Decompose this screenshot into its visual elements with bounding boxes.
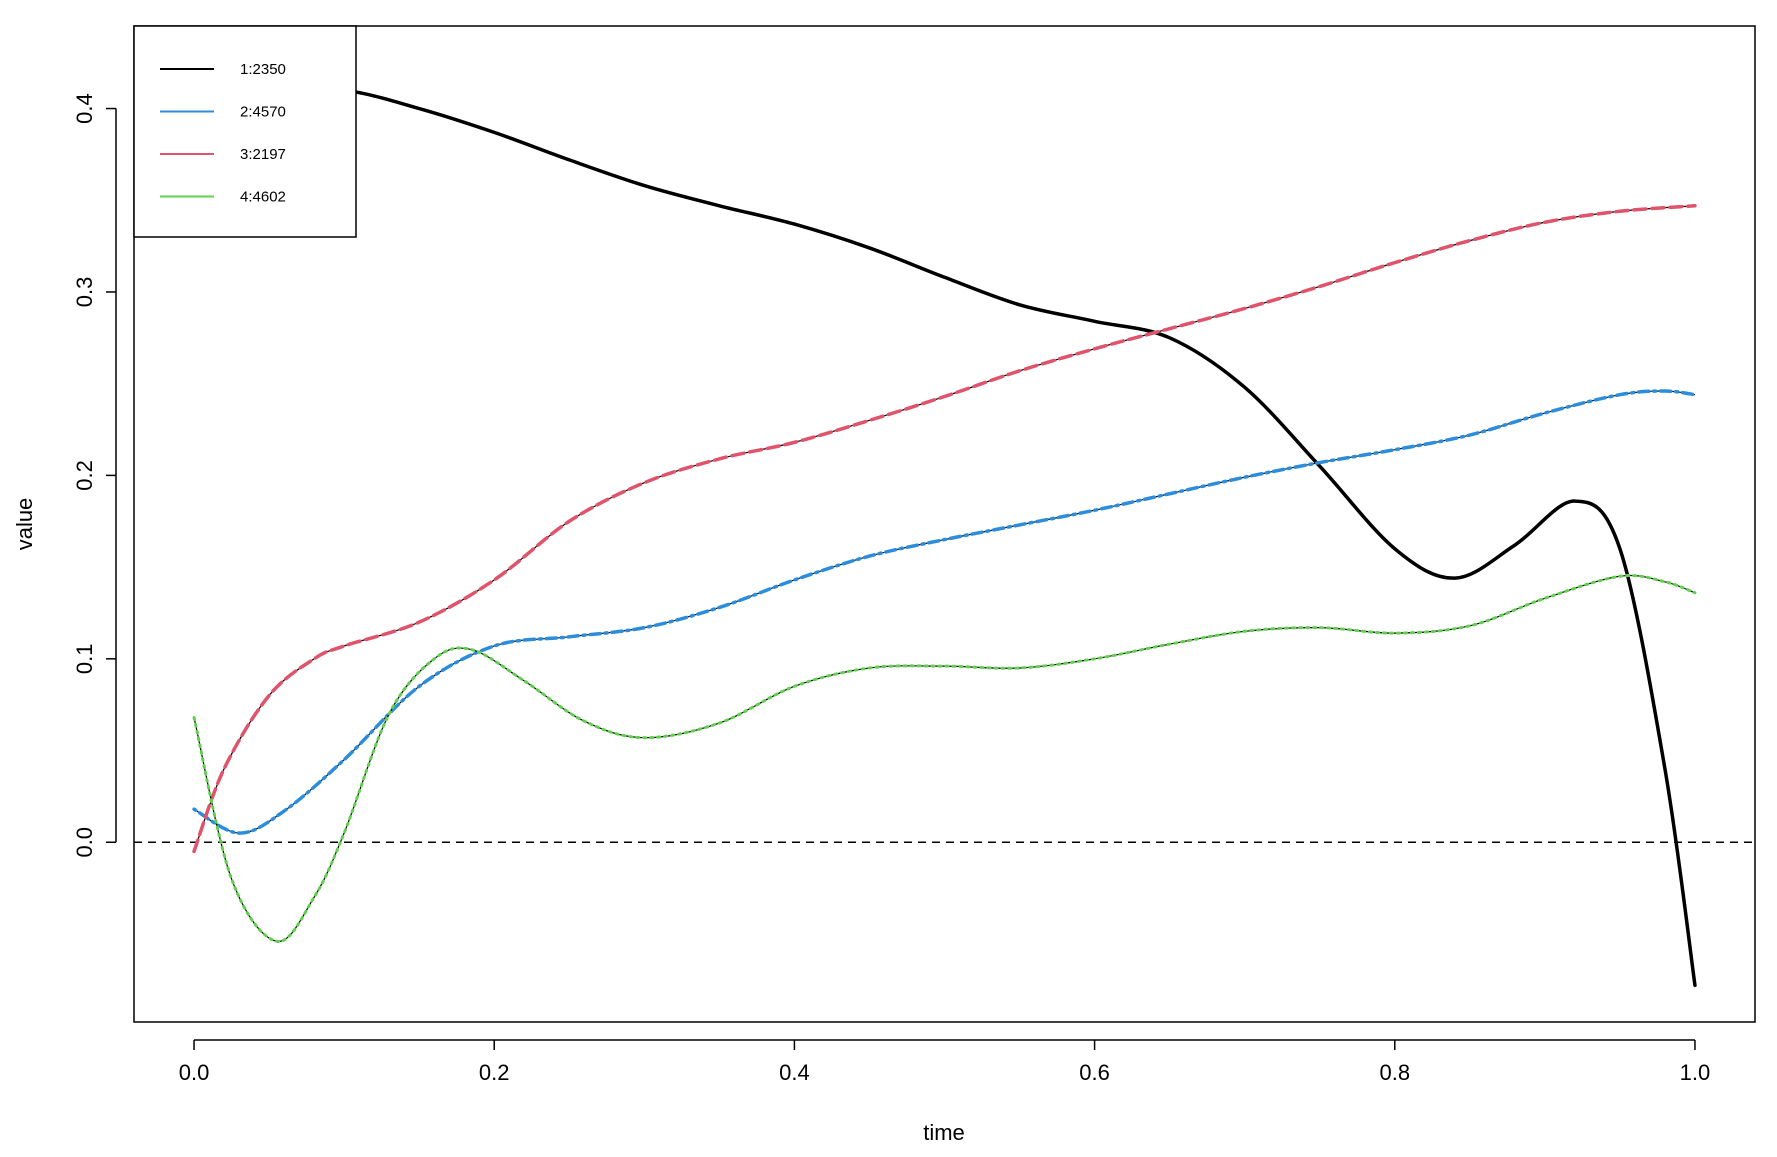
series-4 <box>192 574 1697 943</box>
y-tick-label: 0.4 <box>72 93 97 124</box>
x-tick-label: 0.2 <box>479 1060 510 1085</box>
legend-label-3: 3:2197 <box>240 146 286 163</box>
series-1-line <box>192 87 1697 988</box>
legend-label-4: 4:4602 <box>240 189 286 206</box>
series-3 <box>192 204 1697 854</box>
legend-label-2: 2:4570 <box>240 104 286 121</box>
plot-frame <box>133 25 1756 1023</box>
series-4-line <box>192 574 1697 943</box>
legend-label-1: 1:2350 <box>240 61 286 78</box>
series-3-line <box>192 204 1697 854</box>
x-tick-label: 0.6 <box>1079 1060 1110 1085</box>
series-2-line <box>192 389 1697 835</box>
legend: 1:2350 2:4570 3:2197 4:4602 <box>133 25 357 238</box>
axes-layer: 0.0 0.2 0.4 0.6 0.8 1.0 0.0 0.1 0.2 0.3 0.4 <box>72 93 1710 1085</box>
y-tick-label: 0.0 <box>72 827 97 858</box>
legend-box <box>133 25 357 238</box>
x-tick-label: 0.4 <box>779 1060 810 1085</box>
x-tick-label: 1.0 <box>1680 1060 1711 1085</box>
y-tick-label: 0.2 <box>72 460 97 491</box>
series-1 <box>192 87 1697 988</box>
series-layer <box>192 87 1697 988</box>
x-tick-label: 0.8 <box>1379 1060 1410 1085</box>
x-tick-label: 0.0 <box>179 1060 210 1085</box>
y-axis-label: value <box>12 498 37 551</box>
series-2 <box>192 389 1697 835</box>
y-tick-label: 0.1 <box>72 644 97 675</box>
x-axis-label: time <box>923 1120 965 1145</box>
y-tick-label: 0.3 <box>72 277 97 308</box>
